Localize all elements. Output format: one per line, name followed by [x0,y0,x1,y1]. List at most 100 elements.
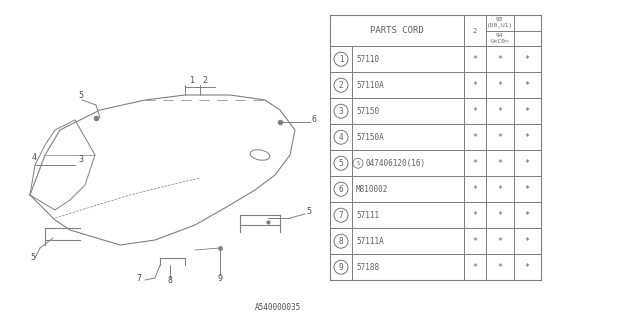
Bar [464,150,486,176]
Bar [486,176,541,202]
Text: *: * [497,81,502,90]
Bar [352,124,464,150]
Bar [464,124,486,150]
Bar [330,15,464,46]
Bar [330,228,352,254]
Bar [352,72,464,98]
Text: *: * [497,211,502,220]
Bar [464,98,486,124]
Text: 57188: 57188 [356,263,379,272]
Bar [330,202,352,228]
Bar [464,15,486,46]
Text: 8: 8 [339,237,343,246]
Text: 9: 9 [339,263,343,272]
Bar [486,202,541,228]
Text: *: * [525,211,530,220]
Text: 93
(U0,U1): 93 (U0,U1) [486,17,513,28]
Text: 7: 7 [136,274,141,283]
Text: 57150A: 57150A [356,133,384,142]
Bar [464,176,486,202]
Text: 5: 5 [78,91,83,100]
Text: 2: 2 [339,81,343,90]
Text: *: * [472,55,477,64]
Text: 9: 9 [217,274,222,283]
Text: 57110A: 57110A [356,81,384,90]
Text: *: * [472,133,477,142]
Text: 3: 3 [78,155,83,164]
Text: 57111: 57111 [356,211,379,220]
Text: *: * [525,107,530,116]
Bar [486,72,541,98]
Bar [330,98,352,124]
Text: 57111A: 57111A [356,237,384,246]
Text: 6: 6 [311,115,316,124]
Text: 1: 1 [339,55,343,64]
Bar [352,202,464,228]
Bar [486,15,541,46]
Bar [352,46,464,72]
Text: S: S [356,161,360,166]
Text: *: * [497,263,502,272]
Text: *: * [525,185,530,194]
Bar [464,46,486,72]
Text: *: * [525,263,530,272]
Text: *: * [525,55,530,64]
Text: 5: 5 [30,253,35,262]
Bar [330,176,352,202]
Text: *: * [472,159,477,168]
Text: 4: 4 [32,153,37,162]
Text: *: * [525,133,530,142]
Text: *: * [497,159,502,168]
Text: *: * [497,133,502,142]
Bar [464,254,486,280]
Bar [464,202,486,228]
Text: 8: 8 [167,276,172,285]
Bar [486,150,541,176]
Bar [352,176,464,202]
Bar [486,228,541,254]
Text: 6: 6 [339,185,343,194]
Text: 2: 2 [202,76,207,85]
Text: *: * [472,263,477,272]
Text: *: * [497,55,502,64]
Bar [486,124,541,150]
Bar [330,254,352,280]
Text: 7: 7 [339,211,343,220]
Text: 4: 4 [339,133,343,142]
Bar [330,15,541,280]
Bar [352,254,464,280]
Text: 94
U<C0>: 94 U<C0> [490,33,509,44]
Bar [330,150,352,176]
Text: 1: 1 [190,76,195,85]
Text: M810002: M810002 [356,185,388,194]
Text: *: * [472,237,477,246]
Bar [464,72,486,98]
Bar [486,46,541,72]
Text: *: * [525,81,530,90]
Text: 2: 2 [473,28,477,34]
Text: *: * [497,237,502,246]
Text: 5: 5 [339,159,343,168]
Bar [464,228,486,254]
Bar [352,98,464,124]
Text: 5: 5 [306,207,311,216]
Bar [352,228,464,254]
Text: *: * [525,159,530,168]
Text: A540000035: A540000035 [255,303,301,312]
Bar [486,98,541,124]
Text: 3: 3 [339,107,343,116]
Bar [486,254,541,280]
Text: 047406120(16): 047406120(16) [365,159,425,168]
Text: *: * [497,185,502,194]
Text: *: * [472,185,477,194]
Text: PARTS CORD: PARTS CORD [370,26,424,35]
Text: *: * [472,81,477,90]
Text: *: * [525,237,530,246]
Text: 57110: 57110 [356,55,379,64]
Bar [330,46,352,72]
Bar [352,150,464,176]
Text: *: * [472,211,477,220]
Bar [330,124,352,150]
Text: *: * [497,107,502,116]
Text: *: * [472,107,477,116]
